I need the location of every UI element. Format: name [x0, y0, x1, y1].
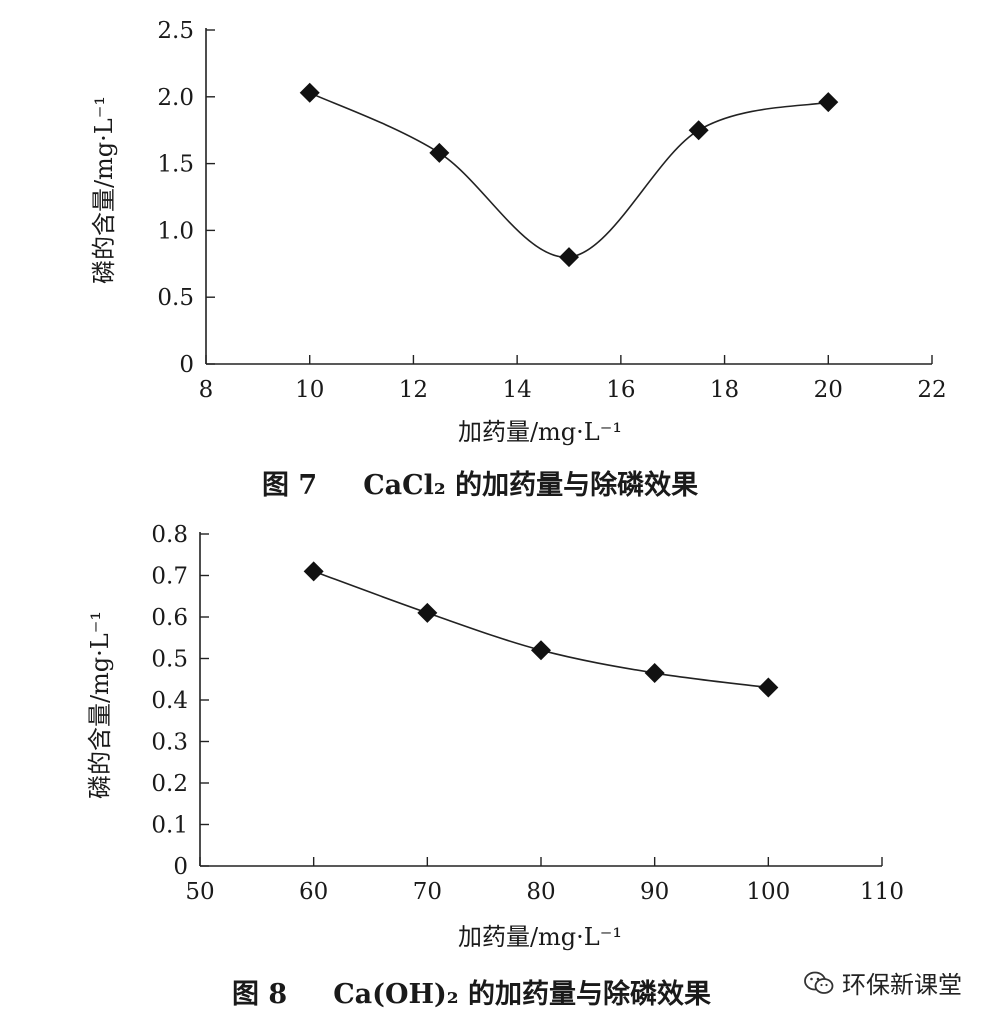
y-tick-label: 0.7 [151, 564, 188, 590]
x-tick-label: 50 [185, 879, 214, 905]
figure-7-title: CaCl₂ 的加药量与除磷效果 [363, 470, 699, 501]
y-tick-label: 0.8 [151, 522, 188, 548]
y-tick-label: 0.2 [151, 771, 188, 797]
data-point-marker [644, 663, 665, 684]
data-point-marker [818, 92, 839, 113]
y-tick-label: 0.5 [151, 647, 188, 673]
x-tick-label: 16 [606, 377, 635, 403]
wechat-icon [804, 971, 834, 994]
watermark: 环保新课堂 [804, 965, 962, 1000]
x-tick-label: 14 [503, 377, 532, 403]
y-tick-label: 2.0 [157, 85, 194, 111]
figure-7-number: 图 7 [262, 470, 318, 501]
y-axis-label: 磷的含量/mg·L⁻¹ [86, 611, 114, 799]
chart-8: 50 60 70 80 90 100 110 0 0.1 0.2 0.3 0.4 0.5 0.6 0.7 0.… [86, 522, 904, 951]
x-tick-label: 20 [814, 377, 843, 403]
x-axis-label: 加药量/mg·L⁻¹ [458, 923, 622, 951]
x-tick-label: 8 [199, 377, 214, 403]
data-point-marker [417, 602, 438, 623]
y-tick-label: 0 [179, 352, 194, 378]
figure-8-number: 图 8 [232, 979, 288, 1010]
y-tick-label: 0 [173, 854, 188, 880]
figure-7-caption: 图 7 CaCl₂ 的加药量与除磷效果 [262, 463, 698, 502]
y-axis-label: 磷的含量/mg·L⁻¹ [90, 96, 118, 284]
x-tick-label: 100 [746, 879, 790, 905]
data-point-marker [303, 561, 324, 582]
x-tick-label: 18 [710, 377, 739, 403]
x-tick-label: 10 [295, 377, 324, 403]
x-tick-label: 12 [399, 377, 428, 403]
data-point-marker [559, 247, 579, 268]
y-tick-label: 0.1 [151, 813, 188, 839]
y-tick-label: 1.0 [157, 218, 194, 244]
x-tick-label: 70 [413, 879, 442, 905]
y-tick-label: 0.6 [151, 605, 188, 631]
y-tick-label: 2.5 [157, 18, 194, 44]
series-line [309, 92, 829, 258]
y-tick-label: 0.4 [151, 688, 188, 714]
data-point-marker [429, 142, 450, 163]
series-line [313, 570, 769, 689]
figure-8-title: Ca(OH)₂ 的加药量与除磷效果 [333, 979, 711, 1010]
data-point-marker [299, 82, 320, 103]
chart-7: 8 10 12 14 16 18 20 22 0 0.5 1.0 1.5 2.0 2.5 加药量/mg·L⁻… [90, 18, 947, 446]
watermark-text: 环保新课堂 [842, 971, 962, 999]
x-tick-label: 80 [526, 879, 555, 905]
data-point-marker [758, 677, 779, 698]
figure-8-caption: 图 8 Ca(OH)₂ 的加药量与除磷效果 [232, 972, 711, 1011]
data-point-marker [688, 120, 709, 141]
x-axis-label: 加药量/mg·L⁻¹ [458, 418, 622, 446]
x-tick-label: 60 [299, 879, 328, 905]
data-point-marker [531, 640, 551, 661]
y-tick-label: 1.5 [157, 152, 194, 178]
x-tick-label: 110 [860, 879, 904, 905]
x-tick-label: 90 [640, 879, 669, 905]
y-tick-label: 0.3 [151, 730, 188, 756]
y-tick-label: 0.5 [157, 285, 194, 311]
x-tick-label: 22 [917, 377, 946, 403]
